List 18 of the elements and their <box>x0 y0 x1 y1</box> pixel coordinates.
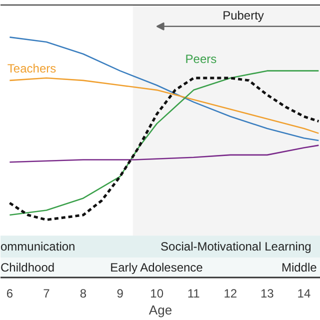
x-tick-label: 6 <box>6 286 14 300</box>
x-tick-label: 13 <box>260 286 274 300</box>
x-axis-title: Age <box>148 302 172 318</box>
x-tick-label: 10 <box>150 286 164 300</box>
annotation: Childhood <box>0 260 55 275</box>
x-tick-label: 9 <box>116 286 124 300</box>
x-tick-label: 8 <box>80 286 87 300</box>
x-tick-label: 7 <box>43 286 50 300</box>
series-label: Teachers <box>7 61 56 76</box>
x-tick-label: 12 <box>224 286 238 300</box>
x-tick-label: 14 <box>297 286 311 300</box>
x-tick-label: 11 <box>187 286 200 300</box>
band-label: Puberty <box>222 8 264 23</box>
annotation: Early Adolesence <box>110 260 204 275</box>
annotation: Social-Motivational Learning <box>160 240 312 254</box>
annotation: Middle <box>281 260 318 275</box>
annotation: ommunication <box>0 240 76 254</box>
series-label: Peers <box>185 52 217 66</box>
